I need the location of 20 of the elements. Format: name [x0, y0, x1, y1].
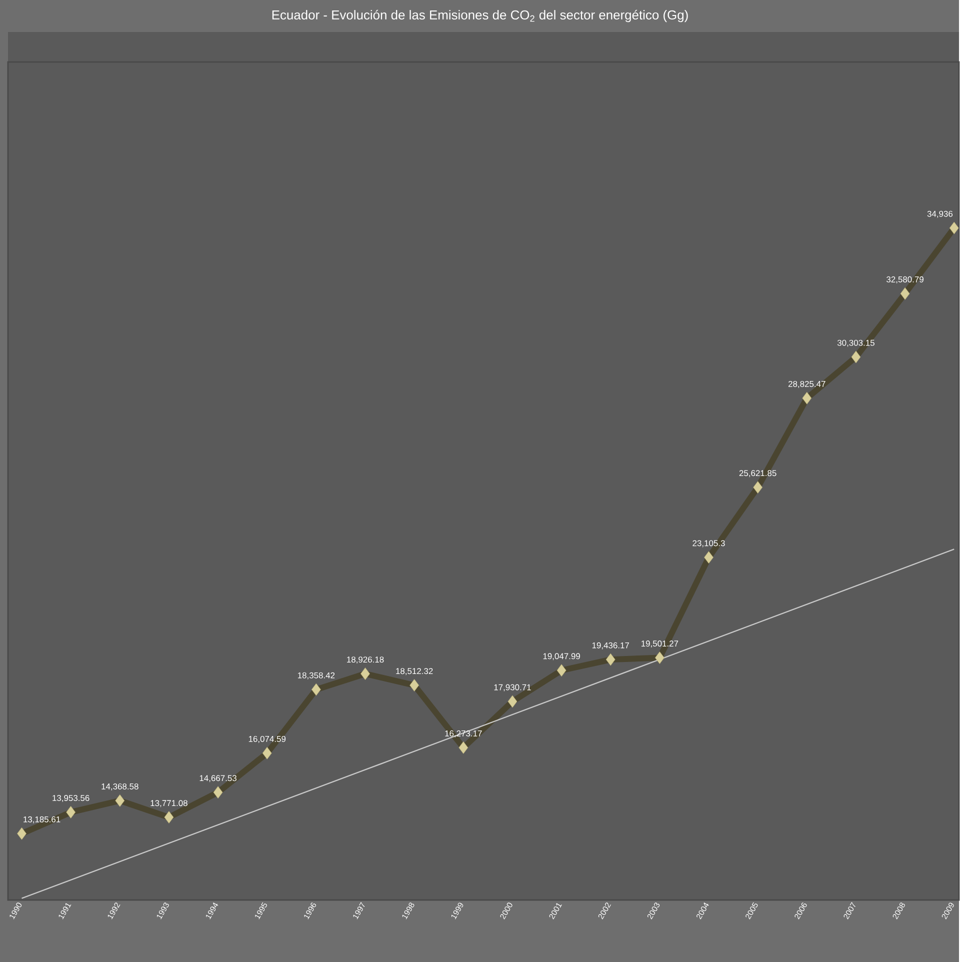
data-label: 13,953.56 [52, 795, 90, 802]
data-label: 18,512.32 [396, 668, 433, 676]
data-label: 19,501.27 [642, 640, 678, 648]
data-label: 30,303.15 [838, 340, 875, 347]
data-label: 14,368.58 [102, 783, 138, 790]
data-label: 25,621.85 [740, 470, 776, 478]
data-label: 19,436.17 [592, 642, 630, 650]
data-label: 17,930.71 [494, 684, 532, 692]
data-label: 34,936 [927, 210, 953, 218]
data-label: 23,105.3 [692, 540, 725, 548]
data-label: 13,185.61 [24, 816, 60, 824]
data-label: 13,771.08 [150, 800, 188, 808]
data-label: 18,926.18 [347, 656, 384, 664]
data-label: 19,047.99 [543, 653, 580, 660]
data-label: 18,358.42 [298, 672, 335, 680]
data-label: 32,580.79 [886, 276, 924, 284]
data-label: 28,825.47 [788, 380, 826, 388]
data-label: 16,074.59 [249, 736, 286, 743]
data-label: 14,667.53 [200, 775, 237, 782]
chart-title: Ecuador - Evolución de las Emisiones de CO$_{2}$ del sector energético (Gg) [272, 10, 688, 22]
